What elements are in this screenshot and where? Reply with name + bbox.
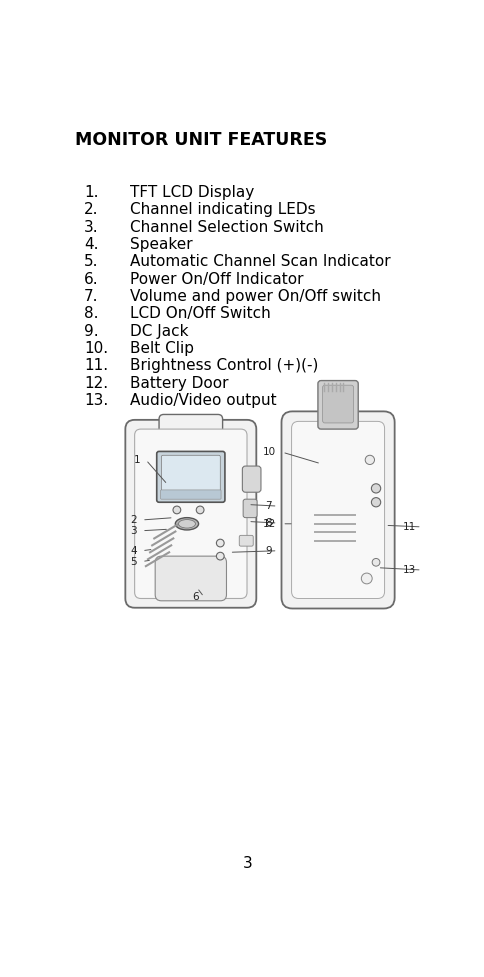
FancyBboxPatch shape <box>155 556 226 601</box>
Text: Battery Door: Battery Door <box>130 375 228 391</box>
Text: 8.: 8. <box>84 306 98 321</box>
Circle shape <box>173 506 181 514</box>
Text: LCD On/Off Switch: LCD On/Off Switch <box>130 306 271 321</box>
Text: 11: 11 <box>402 522 415 531</box>
Circle shape <box>371 484 380 493</box>
Text: 11.: 11. <box>84 359 108 373</box>
Text: 1.: 1. <box>84 185 98 200</box>
Circle shape <box>216 539 224 547</box>
Text: 7: 7 <box>265 501 272 511</box>
Circle shape <box>371 559 379 566</box>
FancyBboxPatch shape <box>322 385 353 423</box>
Text: 5: 5 <box>130 557 136 567</box>
Text: Audio/Video output: Audio/Video output <box>130 393 276 408</box>
Text: 4: 4 <box>130 546 136 556</box>
Text: 3.: 3. <box>84 220 98 234</box>
Text: 10: 10 <box>262 447 275 457</box>
Text: DC Jack: DC Jack <box>130 323 188 339</box>
Text: TFT LCD Display: TFT LCD Display <box>130 185 254 200</box>
Circle shape <box>364 455 374 464</box>
FancyBboxPatch shape <box>159 414 222 438</box>
FancyBboxPatch shape <box>135 429 246 599</box>
Text: 3: 3 <box>130 526 136 535</box>
FancyBboxPatch shape <box>156 451 225 502</box>
Circle shape <box>371 497 380 507</box>
Text: 10.: 10. <box>84 341 108 356</box>
Text: Speaker: Speaker <box>130 237 193 252</box>
Ellipse shape <box>175 518 198 530</box>
Text: 7.: 7. <box>84 289 98 304</box>
Text: 13.: 13. <box>84 393 108 408</box>
Text: 2: 2 <box>130 515 136 525</box>
FancyBboxPatch shape <box>242 466 260 492</box>
Text: 5.: 5. <box>84 254 98 270</box>
FancyBboxPatch shape <box>291 421 384 599</box>
Text: 12: 12 <box>262 519 275 529</box>
Text: 9.: 9. <box>84 323 98 339</box>
Text: Power On/Off Indicator: Power On/Off Indicator <box>130 272 303 286</box>
Circle shape <box>196 506 204 514</box>
Text: 6: 6 <box>192 592 198 602</box>
Text: 3: 3 <box>243 857 253 871</box>
FancyBboxPatch shape <box>242 499 257 518</box>
Ellipse shape <box>178 520 195 528</box>
Text: Channel Selection Switch: Channel Selection Switch <box>130 220 323 234</box>
Text: Belt Clip: Belt Clip <box>130 341 194 356</box>
Text: 2.: 2. <box>84 202 98 217</box>
FancyBboxPatch shape <box>318 381 358 429</box>
FancyBboxPatch shape <box>161 455 220 498</box>
Circle shape <box>361 573 371 584</box>
Text: Channel indicating LEDs: Channel indicating LEDs <box>130 202 316 217</box>
Text: 13: 13 <box>402 565 415 575</box>
Text: 8: 8 <box>265 518 272 528</box>
FancyBboxPatch shape <box>281 411 394 609</box>
FancyBboxPatch shape <box>125 420 256 608</box>
FancyBboxPatch shape <box>160 489 221 499</box>
Text: Brightness Control (+)(-): Brightness Control (+)(-) <box>130 359 318 373</box>
Text: 9: 9 <box>265 546 272 556</box>
Text: 12.: 12. <box>84 375 108 391</box>
Circle shape <box>216 552 224 560</box>
Text: MONITOR UNIT FEATURES: MONITOR UNIT FEATURES <box>75 131 326 149</box>
Text: Automatic Channel Scan Indicator: Automatic Channel Scan Indicator <box>130 254 390 270</box>
Text: 4.: 4. <box>84 237 98 252</box>
Text: 1: 1 <box>134 455 140 465</box>
Text: Volume and power On/Off switch: Volume and power On/Off switch <box>130 289 380 304</box>
FancyBboxPatch shape <box>239 535 253 546</box>
Text: 6.: 6. <box>84 272 98 286</box>
